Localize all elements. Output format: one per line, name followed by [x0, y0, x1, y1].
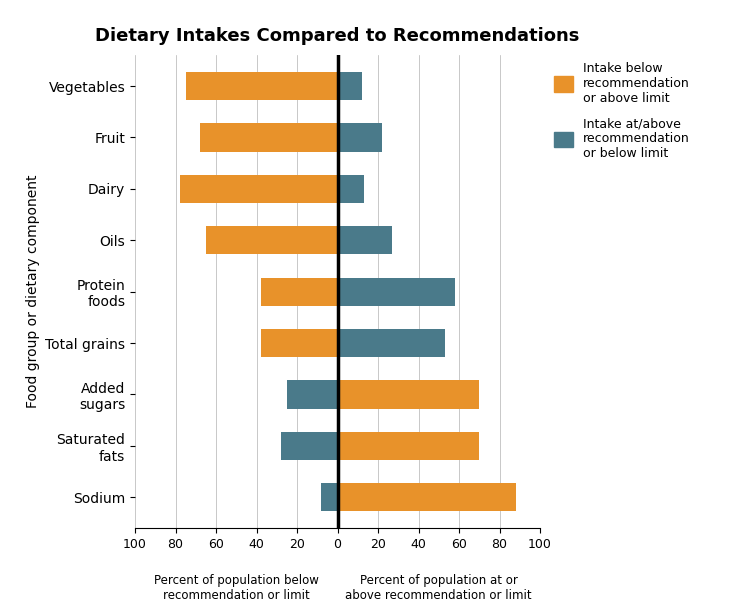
- Bar: [338, 72, 362, 100]
- Bar: [338, 123, 382, 152]
- Text: Percent of population below
recommendation or limit: Percent of population below recommendati…: [154, 574, 319, 602]
- Text: Percent of population at or
above recommendation or limit: Percent of population at or above recomm…: [346, 574, 532, 602]
- Title: Dietary Intakes Compared to Recommendations: Dietary Intakes Compared to Recommendati…: [95, 28, 580, 45]
- Bar: [338, 226, 392, 254]
- Bar: [260, 278, 338, 306]
- Bar: [179, 175, 338, 203]
- Bar: [206, 226, 338, 254]
- Bar: [280, 432, 338, 460]
- Bar: [338, 329, 445, 357]
- Bar: [338, 278, 455, 306]
- Legend: Intake below
recommendation
or above limit, Intake at/above
recommendation
or be: Intake below recommendation or above lim…: [554, 61, 690, 160]
- Bar: [338, 175, 364, 203]
- Y-axis label: Food group or dietary component: Food group or dietary component: [26, 175, 40, 408]
- Bar: [321, 483, 338, 511]
- Bar: [260, 329, 338, 357]
- Bar: [338, 483, 516, 511]
- Bar: [186, 72, 338, 100]
- Bar: [286, 380, 338, 408]
- Bar: [200, 123, 338, 152]
- Bar: [338, 432, 479, 460]
- Bar: [338, 380, 479, 408]
